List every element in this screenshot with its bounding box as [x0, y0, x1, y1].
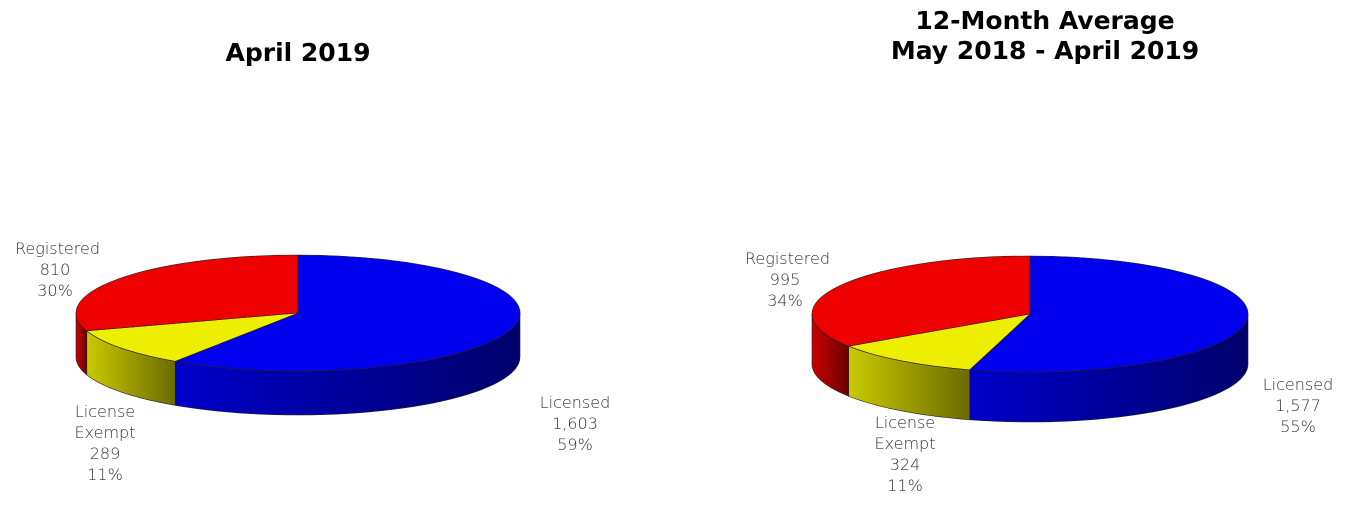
- slice-label: Licensed 1,577 55%: [1238, 374, 1357, 437]
- slice-label: Registered 995 34%: [725, 248, 845, 311]
- slice-percent: 30%: [37, 281, 73, 300]
- chart-title-block: 12-Month Average May 2018 - April 2019: [795, 6, 1295, 66]
- slice-label: Licensed 1,603 59%: [515, 392, 635, 455]
- slice-value: 324: [889, 455, 921, 474]
- slice-value: 995: [769, 270, 801, 289]
- slice-value: 1,577: [1275, 396, 1321, 415]
- slice-category: License Exempt: [874, 413, 936, 453]
- slice-category: Licensed: [1262, 375, 1334, 394]
- slice-value: 289: [89, 444, 121, 463]
- slice-value: 1,603: [552, 414, 598, 433]
- pie-slice: [85, 312, 299, 362]
- slice-percent: 59%: [557, 435, 593, 454]
- slice-value: 810: [39, 260, 71, 279]
- slice-percent: 11%: [887, 476, 923, 495]
- chart-title-block: April 2019: [48, 38, 548, 68]
- slice-label: Registered 810 30%: [0, 238, 115, 301]
- slice-percent: 34%: [767, 291, 803, 310]
- slice-category: Registered: [745, 249, 830, 268]
- slice-percent: 55%: [1280, 417, 1316, 436]
- slice-percent: 11%: [87, 465, 123, 484]
- pie-slice: [847, 313, 1031, 371]
- pie-slice: [811, 255, 1031, 347]
- pie-slice: [75, 254, 299, 332]
- chart-subtitle: May 2018 - April 2019: [890, 36, 1200, 65]
- chart-title: 12-Month Average: [915, 6, 1175, 35]
- pie-slice: [174, 254, 521, 372]
- slice-category: Registered: [15, 239, 100, 258]
- pie-slice: [969, 255, 1249, 373]
- slice-category: Licensed: [539, 393, 611, 412]
- slice-category: License Exempt: [74, 402, 136, 442]
- slice-label: License Exempt 324 11%: [845, 412, 965, 496]
- chart-title: April 2019: [225, 38, 371, 67]
- slice-label: License Exempt 289 11%: [45, 401, 165, 485]
